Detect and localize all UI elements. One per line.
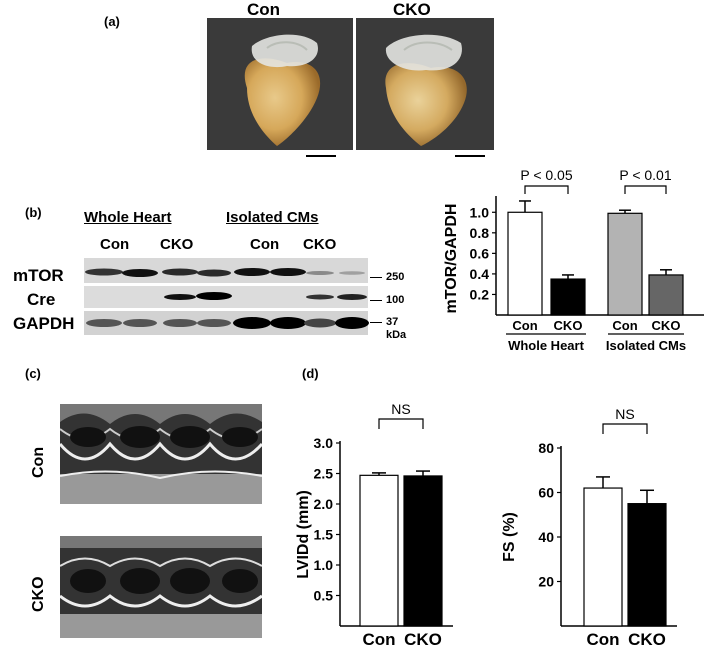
lane-label: CKO (303, 236, 337, 253)
lane-label: CKO (160, 236, 194, 253)
western-blot (84, 258, 369, 335)
bar (607, 212, 643, 316)
y-tick-label: 1.0 (314, 557, 334, 573)
lane-label: Con (250, 236, 280, 253)
con-heart-title: Con (247, 0, 281, 19)
mw-tick-100 (370, 300, 382, 301)
panel-d-label: (d) (302, 366, 319, 381)
y-tick-label: 0.8 (470, 225, 490, 241)
y-axis-label: FS (%) (501, 512, 518, 562)
scale-bar-con (306, 155, 336, 157)
p-value-label: P < 0.05 (520, 167, 573, 183)
significance-bracket (524, 185, 569, 194)
group-whole-heart: Whole Heart (84, 209, 172, 226)
significance-label: NS (615, 406, 634, 422)
group-label: Isolated CMs (606, 338, 686, 353)
group-label: Whole Heart (508, 338, 585, 353)
y-tick-label: 40 (538, 529, 554, 545)
bar (403, 475, 443, 627)
significance-bracket (624, 185, 667, 194)
bar (583, 487, 623, 627)
mw-tick-37 (370, 322, 382, 323)
bar (359, 474, 399, 627)
mtor-gapdh-chart: 0.2 0.4 0.6 0.8 1.0 mTOR/GAPDH Con CKO Con CKO Who… (443, 167, 704, 353)
y-tick-label: 3.0 (314, 435, 334, 451)
x-tick-label: CKO (652, 318, 681, 333)
x-tick-label: CKO (404, 630, 442, 648)
y-tick-label: 2.0 (314, 496, 334, 512)
y-tick-label: 2.5 (314, 466, 334, 482)
fs-chart: 20 40 60 80 FS (%) Con CKO NS (501, 406, 677, 648)
bar (627, 503, 667, 627)
mw-tick-250 (370, 277, 382, 278)
y-tick-label: 20 (538, 574, 554, 590)
panel-a-label: (a) (104, 14, 120, 29)
bar (648, 274, 684, 316)
p-value-label: P < 0.01 (619, 167, 672, 183)
y-axis-label: mTOR/GAPDH (443, 204, 460, 314)
group-isolated-cms: Isolated CMs (226, 209, 319, 226)
x-tick-label: Con (612, 318, 637, 333)
cko-heart-title: CKO (393, 0, 431, 19)
x-tick-label: CKO (554, 318, 583, 333)
con-heart-photo (207, 18, 353, 150)
y-tick-label: 1.5 (314, 527, 334, 543)
panel-c-label: (c) (25, 366, 41, 381)
y-axis-label: LVIDd (mm) (295, 490, 312, 579)
row-label-cre: Cre (27, 290, 56, 309)
x-tick-label: CKO (628, 630, 666, 648)
echo-cko-image (60, 536, 262, 638)
mw-100: 100 (386, 294, 405, 306)
significance-label: NS (391, 401, 410, 417)
lane-label: Con (100, 236, 130, 253)
row-label-mtor: mTOR (13, 266, 64, 285)
y-tick-label: 0.5 (314, 588, 334, 604)
echo-con-image (60, 404, 262, 504)
mw-250: 250 (386, 271, 405, 283)
bar (507, 211, 543, 316)
echo-cko-label: CKO (30, 576, 47, 612)
row-label-gapdh: GAPDH (13, 314, 75, 333)
mw-37: 37 (386, 316, 399, 328)
significance-bracket (378, 418, 424, 429)
cko-heart-photo (356, 18, 494, 150)
lvidd-chart: 0.5 1.0 1.5 2.0 2.5 3.0 LVIDd (mm) Con CKO NS (295, 401, 453, 648)
y-tick-label: 80 (538, 440, 554, 456)
bar (550, 278, 586, 316)
echo-con-label: Con (30, 446, 47, 478)
x-tick-label: Con (362, 630, 395, 648)
x-tick-label: Con (512, 318, 537, 333)
y-tick-label: 0.2 (470, 286, 490, 302)
y-tick-label: 1.0 (470, 204, 490, 220)
significance-bracket (602, 423, 648, 434)
panel-b-label: (b) (25, 205, 42, 220)
mw-kda: kDa (386, 329, 407, 341)
y-tick-label: 0.4 (470, 266, 490, 282)
x-tick-label: Con (586, 630, 619, 648)
scale-bar-cko (455, 155, 485, 157)
y-tick-label: 60 (538, 485, 554, 501)
y-tick-label: 0.6 (470, 245, 490, 261)
